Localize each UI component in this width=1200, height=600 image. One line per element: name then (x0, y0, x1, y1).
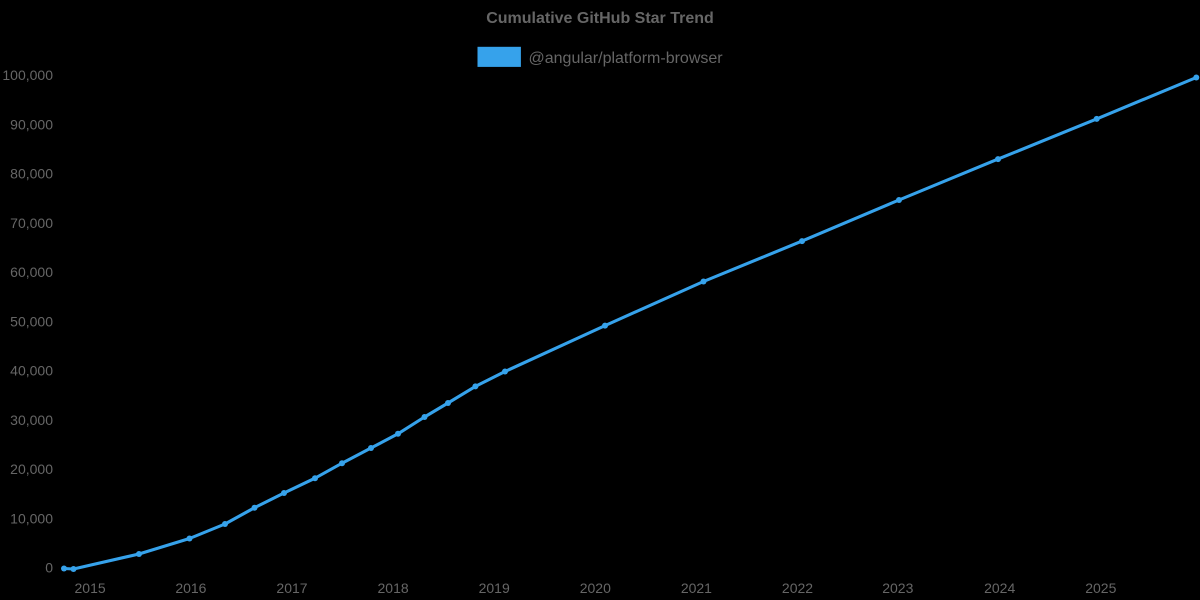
svg-text:2020: 2020 (580, 580, 611, 596)
svg-text:@angular/platform-browser: @angular/platform-browser (529, 50, 724, 67)
svg-text:2022: 2022 (782, 580, 813, 596)
svg-text:60,000: 60,000 (10, 264, 53, 280)
svg-text:2016: 2016 (175, 580, 206, 596)
svg-text:2021: 2021 (681, 580, 712, 596)
svg-text:Cumulative GitHub Star Trend: Cumulative GitHub Star Trend (486, 10, 714, 27)
svg-text:2017: 2017 (276, 580, 307, 596)
svg-text:50,000: 50,000 (10, 313, 53, 329)
svg-text:2015: 2015 (75, 580, 106, 596)
svg-text:2023: 2023 (882, 580, 913, 596)
svg-text:2025: 2025 (1085, 580, 1116, 596)
svg-text:2024: 2024 (984, 580, 1015, 596)
svg-text:0: 0 (45, 560, 53, 576)
svg-text:90,000: 90,000 (10, 116, 53, 132)
svg-text:2019: 2019 (479, 580, 510, 596)
svg-text:80,000: 80,000 (10, 166, 53, 182)
svg-text:70,000: 70,000 (10, 215, 53, 231)
svg-text:20,000: 20,000 (10, 461, 53, 477)
svg-text:100,000: 100,000 (2, 67, 53, 83)
svg-text:40,000: 40,000 (10, 363, 53, 379)
svg-text:10,000: 10,000 (10, 510, 53, 526)
svg-text:2018: 2018 (378, 580, 409, 596)
svg-text:30,000: 30,000 (10, 412, 53, 428)
